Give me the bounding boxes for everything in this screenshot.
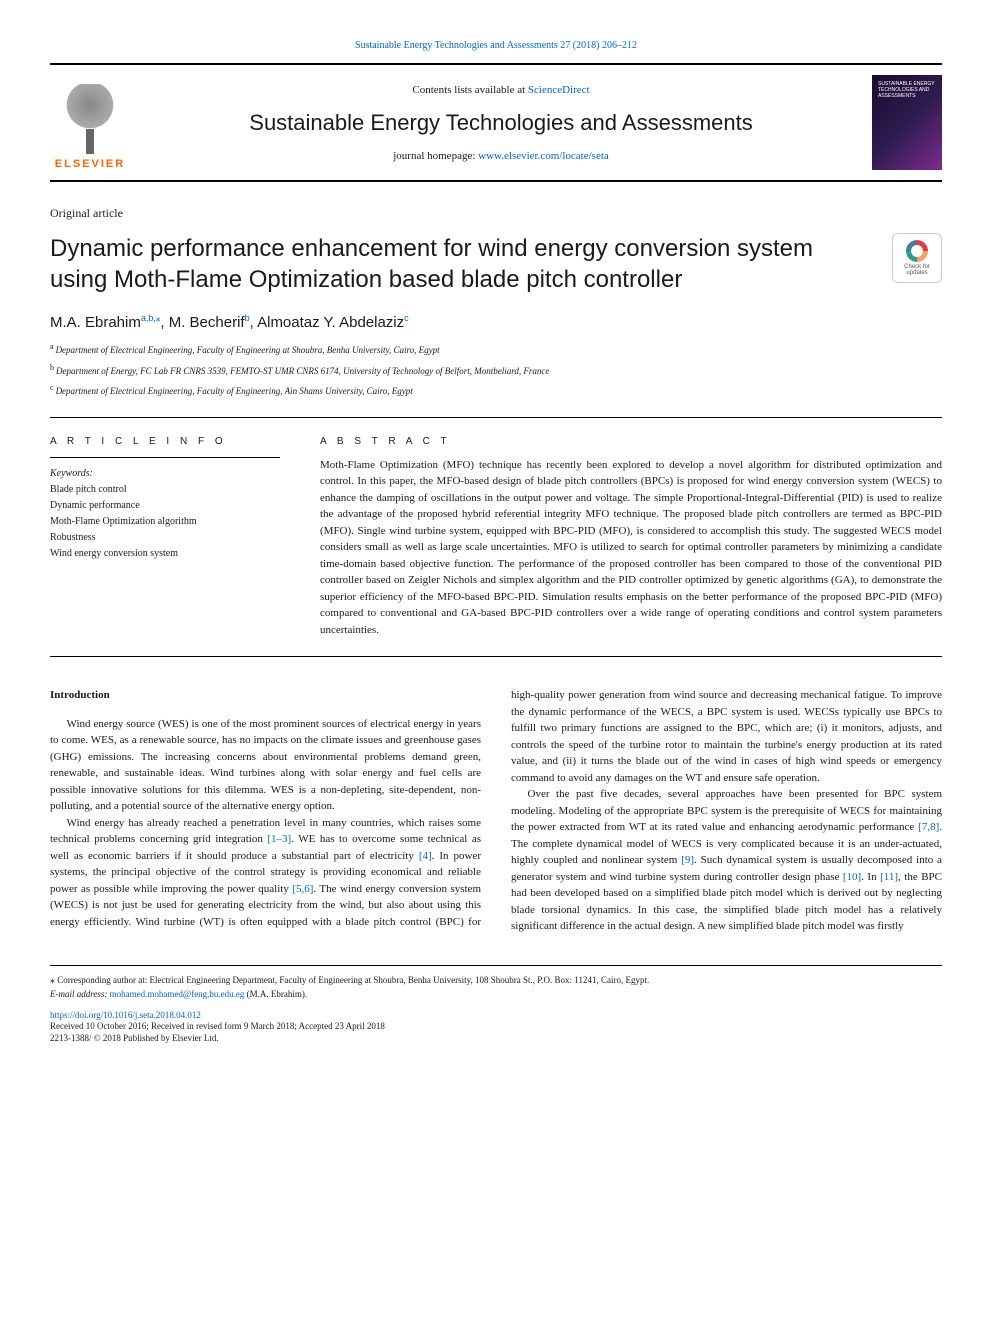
doi-link[interactable]: https://doi.org/10.1016/j.seta.2018.04.0…	[50, 1010, 201, 1020]
affiliation-b: bDepartment of Energy, FC Lab FR CNRS 35…	[50, 362, 942, 379]
keyword-5: Wind energy conversion system	[50, 546, 280, 562]
author-3-aff: c	[404, 313, 409, 323]
affiliation-c: cDepartment of Electrical Engineering, F…	[50, 382, 942, 399]
aff-a-sup: a	[50, 342, 54, 351]
article-title: Dynamic performance enhancement for wind…	[50, 233, 872, 295]
keyword-3: Moth-Flame Optimization algorithm	[50, 514, 280, 530]
cite-7-8[interactable]: [7,8]	[918, 821, 939, 833]
homepage-link[interactable]: www.elsevier.com/locate/seta	[478, 150, 609, 162]
contents-prefix: Contents lists available at	[412, 84, 527, 96]
article-info-heading: A R T I C L E I N F O	[50, 436, 280, 447]
info-divider	[50, 457, 280, 458]
affiliation-a: aDepartment of Electrical Engineering, F…	[50, 341, 942, 358]
p3: wind source and decreasing mechanical fa…	[511, 689, 942, 784]
cite-4[interactable]: [4]	[419, 850, 432, 862]
contents-available: Contents lists available at ScienceDirec…	[150, 84, 852, 96]
crossmark-label: Check for updates	[893, 264, 941, 276]
aff-a-text: Department of Electrical Engineering, Fa…	[56, 345, 440, 355]
aff-b-text: Department of Energy, FC Lab FR CNRS 353…	[56, 366, 549, 376]
author-1: M.A. Ebrahim	[50, 314, 141, 331]
elsevier-logo: ELSEVIER	[50, 75, 130, 170]
copyright: 2213-1388/ © 2018 Published by Elsevier …	[50, 1033, 942, 1043]
p4a: Over the past five decades, several appr…	[511, 788, 942, 833]
aff-c-text: Department of Electrical Engineering, Fa…	[56, 386, 413, 396]
author-3: , Almoataz Y. Abdelaziz	[250, 314, 405, 331]
author-2: , M. Becherif	[160, 314, 244, 331]
running-header: Sustainable Energy Technologies and Asse…	[50, 40, 942, 51]
header-center: Contents lists available at ScienceDirec…	[130, 84, 872, 162]
footer-separator	[50, 965, 942, 966]
email-label: E-mail address:	[50, 989, 110, 999]
abstract-heading: A B S T R A C T	[320, 436, 942, 447]
corr-text: Corresponding author at: Electrical Engi…	[55, 975, 649, 985]
journal-header: ELSEVIER Contents lists available at Sci…	[50, 63, 942, 182]
intro-p1: Wind energy source (WES) is one of the m…	[50, 716, 481, 815]
title-row: Dynamic performance enhancement for wind…	[50, 233, 942, 295]
crossmark-icon	[906, 240, 928, 262]
doi: https://doi.org/10.1016/j.seta.2018.04.0…	[50, 1010, 942, 1020]
cite-11[interactable]: [11]	[880, 871, 898, 883]
intro-heading: Introduction	[50, 687, 481, 704]
cite-9[interactable]: [9]	[681, 854, 694, 866]
sciencedirect-link[interactable]: ScienceDirect	[528, 84, 590, 96]
cite-1-3[interactable]: [1–3]	[267, 833, 291, 845]
crossmark-badge[interactable]: Check for updates	[892, 233, 942, 283]
keywords-label: Keywords:	[50, 468, 280, 479]
abstract-block: A B S T R A C T Moth-Flame Optimization …	[320, 436, 942, 639]
cite-10[interactable]: [10]	[843, 871, 861, 883]
info-abstract-row: A R T I C L E I N F O Keywords: Blade pi…	[50, 436, 942, 639]
running-header-link[interactable]: Sustainable Energy Technologies and Asse…	[355, 40, 637, 51]
corresponding-author: ⁎ Corresponding author at: Electrical En…	[50, 974, 942, 1001]
elsevier-wordmark: ELSEVIER	[55, 158, 125, 170]
intro-p4: Over the past five decades, several appr…	[511, 786, 942, 935]
journal-cover-thumbnail: SUSTAINABLE ENERGY TECHNOLOGIES AND ASSE…	[872, 75, 942, 170]
keyword-1: Blade pitch control	[50, 482, 280, 498]
journal-homepage: journal homepage: www.elsevier.com/locat…	[150, 150, 852, 162]
corr-email[interactable]: mohamed.mohamed@feng.bu.edu.eg	[110, 989, 245, 999]
keyword-4: Robustness	[50, 530, 280, 546]
article-type: Original article	[50, 206, 942, 221]
aff-c-sup: c	[50, 383, 54, 392]
article-info: A R T I C L E I N F O Keywords: Blade pi…	[50, 436, 280, 639]
journal-name: Sustainable Energy Technologies and Asse…	[150, 110, 852, 136]
affiliations-block: aDepartment of Electrical Engineering, F…	[50, 341, 942, 399]
body-text: Introduction Wind energy source (WES) is…	[50, 687, 942, 935]
author-1-aff: a,b,	[141, 313, 156, 323]
article-history: Received 10 October 2016; Received in re…	[50, 1020, 942, 1033]
p4d: . In	[861, 871, 880, 883]
divider-bottom	[50, 656, 942, 657]
keyword-2: Dynamic performance	[50, 498, 280, 514]
cover-title: SUSTAINABLE ENERGY TECHNOLOGIES AND ASSE…	[878, 81, 942, 99]
homepage-prefix: journal homepage:	[393, 150, 478, 162]
cite-5-6[interactable]: [5,6]	[292, 883, 313, 895]
abstract-text: Moth-Flame Optimization (MFO) technique …	[320, 457, 942, 639]
aff-b-sup: b	[50, 363, 54, 372]
email-suffix: (M.A. Ebrahim).	[244, 989, 307, 999]
elsevier-tree-icon	[60, 84, 120, 154]
author-list: M.A. Ebrahima,b,⁎, M. Becherifb, Almoata…	[50, 313, 942, 331]
divider-top	[50, 417, 942, 418]
